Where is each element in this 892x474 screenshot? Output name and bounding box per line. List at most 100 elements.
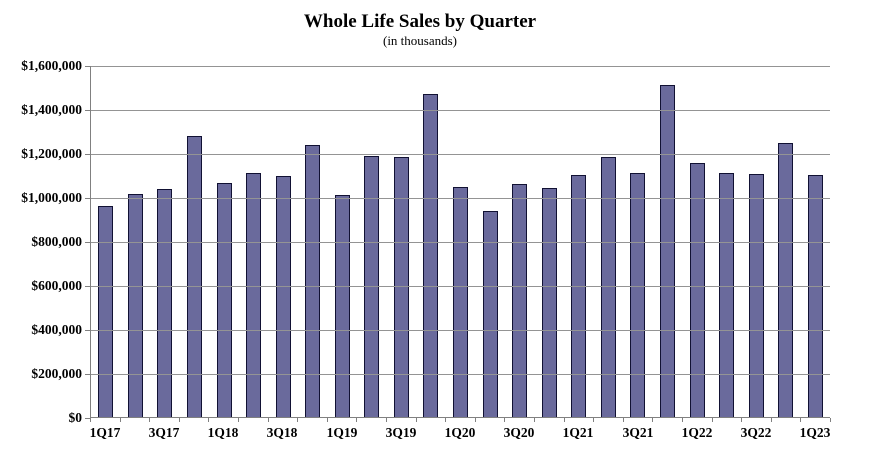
gridline (91, 110, 830, 111)
x-axis-tick (652, 418, 653, 422)
x-axis-tick (564, 418, 565, 422)
y-axis-tick-label: $400,000 (31, 322, 82, 337)
x-axis-tick (90, 418, 91, 422)
bar-slot (771, 66, 801, 417)
bar-3Q22 (748, 174, 764, 417)
y-axis-tick (85, 198, 91, 199)
y-axis-tick-label: $0 (68, 410, 83, 425)
x-axis-tick (179, 418, 180, 422)
y-axis-tick-label: $200,000 (31, 366, 82, 381)
bar-slot (801, 66, 831, 417)
gridline (91, 66, 830, 67)
y-axis-tick-label: $1,200,000 (21, 146, 82, 161)
x-axis-tick (297, 418, 298, 422)
bar-1Q20 (453, 187, 469, 417)
x-axis-tick-label: 3Q22 (740, 425, 772, 440)
bar-3Q20 (512, 184, 528, 417)
bar-slot (121, 66, 151, 417)
bar-slot (594, 66, 624, 417)
bar-2Q17 (127, 194, 143, 417)
x-axis-tick (268, 418, 269, 422)
y-axis-tick-label: $800,000 (31, 234, 82, 249)
gridline (91, 198, 830, 199)
gridline (91, 330, 830, 331)
x-axis-tick (416, 418, 417, 422)
y-axis-tick-label: $1,600,000 (21, 58, 82, 73)
bar-4Q22 (778, 143, 794, 417)
bar-3Q18 (275, 176, 291, 417)
x-axis-tick (741, 418, 742, 422)
bar-slot (268, 66, 298, 417)
bar-slot (712, 66, 742, 417)
x-axis-tick-label: 1Q18 (207, 425, 239, 440)
x-axis-tick (120, 418, 121, 422)
bar-2Q21 (600, 157, 616, 417)
x-axis-tick (327, 418, 328, 422)
bar-4Q20 (541, 188, 557, 417)
x-axis-tick-label: 3Q20 (503, 425, 535, 440)
bar-slot (741, 66, 771, 417)
y-axis-tick (85, 242, 91, 243)
bar-slot (446, 66, 476, 417)
bar-slot (653, 66, 683, 417)
bar-1Q18 (216, 183, 232, 417)
x-axis-tick-label: 1Q21 (562, 425, 594, 440)
bar-slot (475, 66, 505, 417)
bar-3Q17 (157, 189, 173, 417)
x-axis-tick-label: 3Q21 (622, 425, 654, 440)
x-axis-tick (800, 418, 801, 422)
x-axis-tick-label: 1Q17 (89, 425, 121, 440)
title-block: Whole Life Sales by Quarter (in thousand… (10, 11, 830, 49)
gridline (91, 242, 830, 243)
y-axis-tick-label: $600,000 (31, 278, 82, 293)
x-axis-tick-label: 3Q19 (385, 425, 417, 440)
x-axis-tick-label: 3Q17 (148, 425, 180, 440)
x-axis-tick-label: 1Q19 (326, 425, 358, 440)
x-axis-tick (386, 418, 387, 422)
bar-slot (298, 66, 328, 417)
bar-slot (623, 66, 653, 417)
y-axis-tick-label: $1,000,000 (21, 190, 82, 205)
bar-slot (209, 66, 239, 417)
x-axis-tick (712, 418, 713, 422)
bar-4Q19 (423, 94, 439, 417)
bar-2Q22 (719, 173, 735, 417)
x-axis-tick (830, 418, 831, 422)
bar-1Q22 (689, 163, 705, 417)
chart-title: Whole Life Sales by Quarter (303, 11, 537, 32)
bar-slot (387, 66, 417, 417)
gridline (91, 374, 830, 375)
bar-1Q17 (98, 206, 114, 417)
bar-slot (328, 66, 358, 417)
bar-slot (682, 66, 712, 417)
x-axis-tick-label: 3Q18 (266, 425, 298, 440)
x-axis-tick (356, 418, 357, 422)
y-axis-tick (85, 66, 91, 67)
x-axis-tick (771, 418, 772, 422)
x-axis-tick (593, 418, 594, 422)
y-axis-tick (85, 110, 91, 111)
bar-2Q20 (482, 211, 498, 417)
bar-1Q21 (571, 175, 587, 417)
bar-3Q21 (630, 173, 646, 417)
bar-slot (150, 66, 180, 417)
bar-slot (416, 66, 446, 417)
x-axis-tick-label: 1Q23 (799, 425, 831, 440)
bar-slot (239, 66, 269, 417)
plot-area (90, 66, 830, 418)
bar-slot (91, 66, 121, 417)
bar-4Q21 (659, 85, 675, 417)
x-axis-tick (682, 418, 683, 422)
y-axis-tick (85, 330, 91, 331)
bar-1Q23 (807, 175, 823, 417)
bar-4Q17 (186, 136, 202, 417)
bar-slot (534, 66, 564, 417)
bar-2Q18 (246, 173, 262, 417)
y-axis-tick (85, 154, 91, 155)
bar-1Q19 (334, 195, 350, 417)
bar-3Q19 (393, 157, 409, 417)
x-axis-tick-label: 1Q20 (444, 425, 476, 440)
gridline (91, 154, 830, 155)
y-axis-tick (85, 286, 91, 287)
